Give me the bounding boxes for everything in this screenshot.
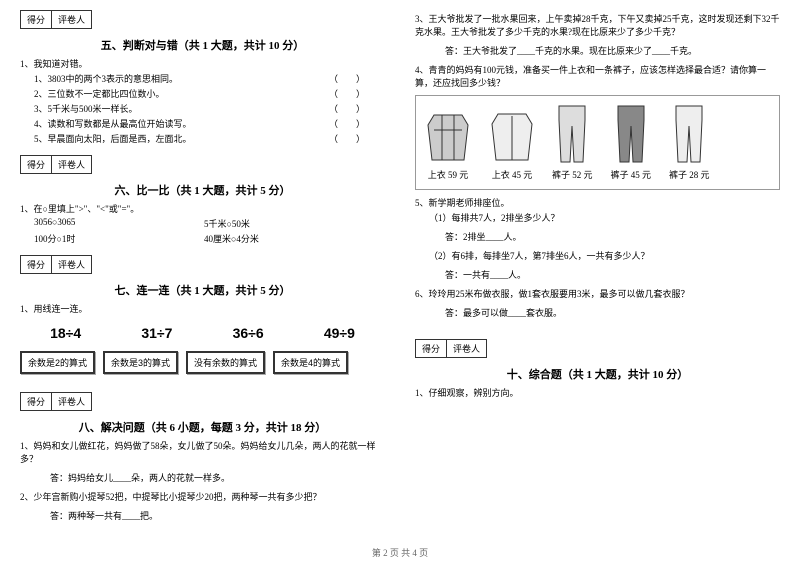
s8-a2: 答：两种琴一共有____把。 <box>50 509 385 522</box>
s5-item: 3、5千米与500米一样长。（ ） <box>20 102 385 115</box>
clothes-item: 上衣 59 元 <box>424 110 472 181</box>
s8-a1: 答：妈妈给女儿____朵，两人的花就一样多。 <box>50 471 385 484</box>
clothes-item: 裤子 45 元 <box>611 104 652 181</box>
s6-row: 100分○1时40厘米○4分米 <box>20 232 385 245</box>
s5-item: 4、读数和写数都是从最高位开始读写。（ ） <box>20 117 385 130</box>
answer-boxes: 余数是2的算式 余数是3的算式 没有余数的算式 余数是4的算式 <box>20 351 385 374</box>
clothes-label: 裤子 52 元 <box>552 168 593 181</box>
pants-icon <box>555 104 589 164</box>
section6-lead: 1、在○里填上">"、"<"或"="。 <box>20 202 385 215</box>
s8-a5a: 答：2排坐____人。 <box>445 230 780 243</box>
math-expr: 36÷6 <box>233 325 264 341</box>
math-expr: 18÷4 <box>50 325 81 341</box>
s6-row: 3056○30655千米○50米 <box>20 217 385 230</box>
s8-q2: 2、少年宫新购小提琴52把，中提琴比小提琴少20把，两种琴一共有多少把？ <box>20 490 385 503</box>
s8-q5b: （2）有6排，每排坐7人，第7排坐6人，一共有多少人？ <box>415 249 780 262</box>
s8-q1: 1、妈妈和女儿做红花，妈妈做了58朵，女儿做了50朵。妈妈给女儿几朵，两人的花就… <box>20 439 385 465</box>
clothes-item: 裤子 28 元 <box>669 104 710 181</box>
section7-lead: 1、用线连一连。 <box>20 302 385 315</box>
score-box: 得分 评卷人 <box>415 339 487 358</box>
section10-title: 十、综合题（共 1 大题，共计 10 分） <box>415 366 780 382</box>
clothes-label: 裤子 28 元 <box>669 168 710 181</box>
jacket-icon <box>424 110 472 164</box>
pants-icon <box>672 104 706 164</box>
answer-box: 余数是2的算式 <box>20 351 95 374</box>
s8-q6: 6、玲玲用25米布做衣服，做1套衣服要用3米，最多可以做几套衣服？ <box>415 287 780 300</box>
page-footer: 第 2 页 共 4 页 <box>0 546 800 559</box>
section7-title: 七、连一连（共 1 大题，共计 5 分） <box>20 282 385 298</box>
s8-q4: 4、青青的妈妈有100元钱，准备买一件上衣和一条裤子，应该怎样选择最合适？请你算… <box>415 63 780 89</box>
score-label: 得分 <box>21 11 52 28</box>
s5-item: 5、早晨面向太阳，后面是西，左面北。（ ） <box>20 132 385 145</box>
s8-a6: 答：最多可以做____套衣服。 <box>445 306 780 319</box>
pants-icon <box>614 104 648 164</box>
answer-box: 余数是3的算式 <box>103 351 178 374</box>
math-expr: 49÷9 <box>324 325 355 341</box>
section6-title: 六、比一比（共 1 大题，共计 5 分） <box>20 182 385 198</box>
grader-label: 评卷人 <box>52 11 91 28</box>
clothes-label: 上衣 45 元 <box>490 168 534 181</box>
clothes-panel: 上衣 59 元 上衣 45 元 裤子 52 元 裤子 45 元 裤子 28 元 <box>415 95 780 190</box>
s8-q5a: （1）每排共7人，2排坐多少人？ <box>415 211 780 224</box>
s5-item: 1、3803中的两个3表示的意思相同。（ ） <box>20 72 385 85</box>
score-box: 得分 评卷人 <box>20 155 92 174</box>
section10-lead: 1、仔细观察，辨别方向。 <box>415 386 780 399</box>
clothes-label: 上衣 59 元 <box>424 168 472 181</box>
score-box: 得分 评卷人 <box>20 392 92 411</box>
score-box: 得分 评卷人 <box>20 10 92 29</box>
answer-box: 没有余数的算式 <box>186 351 265 374</box>
answer-box: 余数是4的算式 <box>273 351 348 374</box>
score-box: 得分 评卷人 <box>20 255 92 274</box>
clothes-label: 裤子 45 元 <box>611 168 652 181</box>
clothes-item: 裤子 52 元 <box>552 104 593 181</box>
clothes-item: 上衣 45 元 <box>490 110 534 181</box>
s5-item: 2、三位数不一定都比四位数小。（ ） <box>20 87 385 100</box>
s8-a5b: 答：一共有____人。 <box>445 268 780 281</box>
math-expr: 31÷7 <box>141 325 172 341</box>
math-expressions: 18÷4 31÷7 36÷6 49÷9 <box>20 325 385 341</box>
s8-q3: 3、王大爷批发了一批水果回来，上午卖掉28千克，下午又卖掉25千克，这时发现还剩… <box>415 12 780 38</box>
s8-a3: 答：王大爷批发了____千克的水果。现在比原来少了____千克。 <box>445 44 780 57</box>
section8-title: 八、解决问题（共 6 小题，每题 3 分，共计 18 分） <box>20 419 385 435</box>
s8-q5: 5、新学期老师排座位。 <box>415 196 780 209</box>
shirt-icon <box>490 110 534 164</box>
section5-title: 五、判断对与错（共 1 大题，共计 10 分） <box>20 37 385 53</box>
section5-lead: 1、我知道对错。 <box>20 57 385 70</box>
